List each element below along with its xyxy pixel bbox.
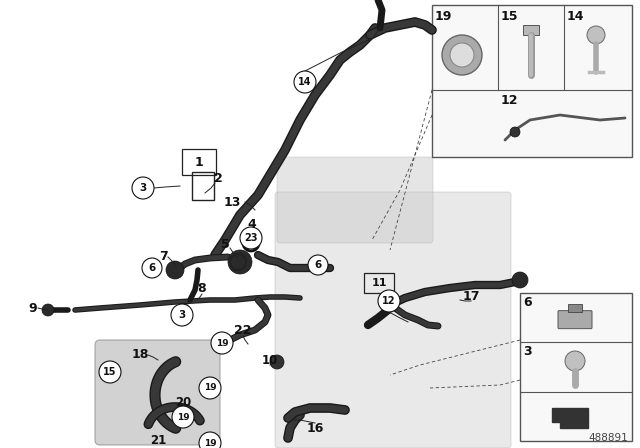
- Circle shape: [294, 71, 316, 93]
- Text: 9: 9: [29, 302, 37, 314]
- Text: 488891: 488891: [588, 433, 628, 443]
- Circle shape: [565, 351, 585, 371]
- Text: 6: 6: [523, 296, 532, 309]
- Text: 4: 4: [248, 219, 257, 232]
- Bar: [520, 293, 632, 441]
- Text: 13: 13: [223, 195, 241, 208]
- Text: 23: 23: [244, 233, 258, 243]
- Text: 11: 11: [371, 278, 387, 288]
- Text: 12: 12: [501, 94, 518, 107]
- Circle shape: [172, 406, 194, 428]
- Text: 15: 15: [501, 10, 518, 23]
- Text: 5: 5: [221, 238, 229, 251]
- FancyBboxPatch shape: [568, 304, 582, 312]
- Polygon shape: [552, 408, 588, 428]
- Text: 19: 19: [204, 383, 216, 392]
- Circle shape: [270, 355, 284, 369]
- Text: 19: 19: [177, 413, 189, 422]
- Text: 14: 14: [567, 10, 584, 23]
- Text: 15: 15: [103, 367, 116, 377]
- Bar: [432, 5, 632, 157]
- Text: 17: 17: [462, 289, 480, 302]
- Circle shape: [99, 361, 121, 383]
- Circle shape: [199, 377, 221, 399]
- Text: 18: 18: [131, 349, 148, 362]
- Circle shape: [132, 177, 154, 199]
- Circle shape: [512, 272, 528, 288]
- Text: 21: 21: [150, 435, 166, 448]
- FancyBboxPatch shape: [275, 192, 511, 448]
- Circle shape: [171, 304, 193, 326]
- Circle shape: [378, 290, 400, 312]
- Circle shape: [442, 35, 482, 75]
- Circle shape: [510, 127, 520, 137]
- Text: 16: 16: [307, 422, 324, 435]
- Text: 10: 10: [262, 353, 278, 366]
- Text: 2: 2: [214, 172, 222, 185]
- Text: 12: 12: [382, 296, 396, 306]
- Circle shape: [450, 43, 474, 67]
- Circle shape: [142, 258, 162, 278]
- Text: 3: 3: [140, 183, 147, 193]
- Text: 7: 7: [159, 250, 168, 263]
- Text: 14: 14: [298, 77, 312, 87]
- Circle shape: [240, 227, 262, 249]
- Circle shape: [42, 304, 54, 316]
- Text: 3: 3: [179, 310, 186, 320]
- Text: 1: 1: [195, 155, 204, 168]
- Text: 8: 8: [198, 283, 206, 296]
- Circle shape: [308, 255, 328, 275]
- Circle shape: [199, 432, 221, 448]
- Circle shape: [211, 332, 233, 354]
- Text: 3: 3: [523, 345, 532, 358]
- Text: 19: 19: [204, 439, 216, 448]
- Circle shape: [587, 26, 605, 44]
- Circle shape: [166, 261, 184, 279]
- FancyBboxPatch shape: [95, 340, 220, 445]
- Text: 6: 6: [148, 263, 156, 273]
- FancyBboxPatch shape: [523, 25, 539, 35]
- Text: 19: 19: [216, 339, 228, 348]
- FancyBboxPatch shape: [277, 157, 433, 243]
- Circle shape: [228, 250, 252, 274]
- Text: 22: 22: [234, 323, 252, 336]
- Text: 19: 19: [435, 10, 452, 23]
- Text: 20: 20: [175, 396, 191, 409]
- FancyBboxPatch shape: [558, 310, 592, 329]
- Text: 6: 6: [314, 260, 322, 270]
